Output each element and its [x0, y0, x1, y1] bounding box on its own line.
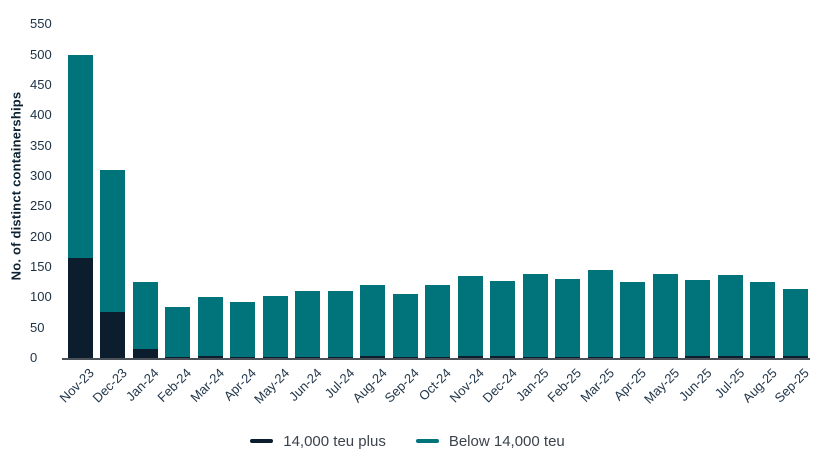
y-tick-label-400: 400: [30, 107, 52, 123]
y-tick-label-500: 500: [30, 46, 52, 62]
bar-segment-14000-plus-jul-25: [717, 355, 743, 358]
bar-segment-14000-plus-apr-25: [620, 356, 645, 358]
bar-segment-below-14000-jan-24: [132, 282, 158, 349]
x-tick-label-may-24: May-24: [250, 365, 292, 407]
bar-segment-below-14000-mar-25: [587, 270, 613, 357]
bar-segment-below-14000-mar-24: [197, 297, 223, 357]
plot-area: [62, 18, 810, 360]
bar-segment-14000-plus-mar-25: [587, 356, 613, 358]
x-tick-label-jan-24: Jan-24: [123, 365, 162, 405]
bar-segment-14000-plus-feb-25: [555, 356, 580, 358]
legend: 14,000 teu plus Below 14,000 teu: [0, 430, 815, 452]
x-tick-label-feb-24: Feb-24: [154, 365, 195, 406]
bar-segment-below-14000-apr-24: [230, 301, 255, 357]
legend-swatch-below-14000-teu: [415, 439, 439, 443]
y-tick-label-200: 200: [30, 228, 52, 244]
x-tick-label-nov-24: Nov-24: [446, 365, 487, 406]
legend-item-below-14000-teu: Below 14,000 teu: [415, 432, 565, 450]
x-tick-label-sep-25: Sep-25: [771, 365, 812, 406]
y-tick-label-250: 250: [30, 198, 52, 214]
x-tick-label-feb-25: Feb-25: [544, 365, 585, 406]
bar-segment-below-14000-dec-23: [100, 169, 125, 313]
x-tick-label-jun-25: Jun-25: [675, 365, 715, 405]
bar-segment-below-14000-nov-23: [67, 54, 93, 258]
x-tick-label-mar-24: Mar-24: [187, 365, 227, 406]
bar-segment-below-14000-jul-24: [327, 291, 353, 357]
bar-segment-14000-plus-jan-24: [132, 348, 158, 358]
bar-segment-14000-plus-oct-24: [425, 356, 450, 358]
bar-segment-14000-plus-jun-24: [295, 356, 320, 358]
y-tick-label-350: 350: [30, 137, 52, 153]
bar-segment-14000-plus-jun-25: [685, 356, 710, 358]
bar-segment-below-14000-aug-24: [360, 284, 385, 357]
bar-segment-below-14000-jan-25: [522, 273, 548, 357]
bar-segment-below-14000-dec-24: [490, 280, 515, 357]
bar-segment-below-14000-jun-25: [685, 280, 710, 357]
bar-segment-14000-plus-may-24: [262, 356, 288, 358]
x-tick-label-aug-24: Aug-24: [349, 365, 390, 406]
x-tick-label-may-25: May-25: [640, 365, 682, 407]
bar-segment-14000-plus-dec-23: [100, 312, 125, 358]
y-tick-label-0: 0: [30, 350, 38, 365]
bar-segment-below-14000-jul-25: [717, 275, 743, 356]
bar-segment-below-14000-sep-24: [392, 294, 418, 357]
bar-segment-14000-plus-apr-24: [230, 357, 255, 358]
bar-segment-14000-plus-sep-25: [782, 356, 808, 358]
x-tick-label-dec-23: Dec-23: [89, 365, 130, 406]
bar-segment-below-14000-may-25: [652, 273, 678, 357]
bar-segment-14000-plus-mar-24: [197, 356, 223, 358]
bar-segment-below-14000-feb-25: [555, 279, 580, 357]
bar-segment-14000-plus-jan-25: [522, 356, 548, 358]
bar-segment-below-14000-apr-25: [620, 281, 645, 357]
y-tick-label-300: 300: [30, 167, 52, 183]
x-tick-label-nov-23: Nov-23: [56, 365, 97, 406]
legend-swatch-14000-teu-plus: [250, 439, 274, 443]
x-tick-label-jan-25: Jan-25: [513, 365, 552, 405]
x-tick-label-sep-24: Sep-24: [381, 365, 422, 406]
bar-segment-14000-plus-jul-24: [327, 356, 353, 358]
bar-segment-14000-plus-nov-24: [457, 356, 483, 358]
bar-segment-below-14000-aug-25: [750, 281, 775, 356]
bar-segment-below-14000-jun-24: [295, 291, 320, 357]
bar-segment-14000-plus-sep-24: [392, 356, 418, 358]
bar-segment-below-14000-oct-24: [425, 285, 450, 357]
bar-segment-below-14000-sep-25: [782, 289, 808, 357]
y-axis-title: No. of distinct containerships: [8, 91, 24, 281]
y-tick-label-450: 450: [30, 76, 52, 92]
bar-segment-14000-plus-feb-24: [165, 357, 190, 358]
x-tick-label-dec-24: Dec-24: [479, 365, 520, 406]
x-tick-label-aug-25: Aug-25: [739, 365, 780, 406]
y-tick-label-150: 150: [30, 258, 52, 274]
y-tick-label-100: 100: [30, 289, 52, 305]
legend-item-14000-teu-plus: 14,000 teu plus: [250, 433, 386, 450]
y-tick-label-50: 50: [30, 319, 45, 335]
bar-segment-14000-plus-aug-25: [750, 355, 775, 358]
x-tick-label-jun-24: Jun-24: [285, 365, 325, 405]
bar-segment-below-14000-may-24: [262, 296, 288, 357]
y-tick-label-550: 550: [30, 16, 52, 32]
legend-label-below-14000-teu: Below 14,000 teu: [448, 432, 565, 450]
bar-segment-below-14000-feb-24: [165, 306, 190, 357]
bar-segment-14000-plus-dec-24: [490, 356, 515, 358]
x-tick-label-mar-25: Mar-25: [577, 365, 617, 406]
legend-label-14000-teu-plus: 14,000 teu plus: [283, 432, 386, 450]
bar-segment-14000-plus-may-25: [652, 356, 678, 358]
bar-segment-below-14000-nov-24: [457, 276, 483, 357]
bar-segment-14000-plus-nov-23: [67, 257, 93, 358]
bar-segment-14000-plus-aug-24: [360, 356, 385, 358]
